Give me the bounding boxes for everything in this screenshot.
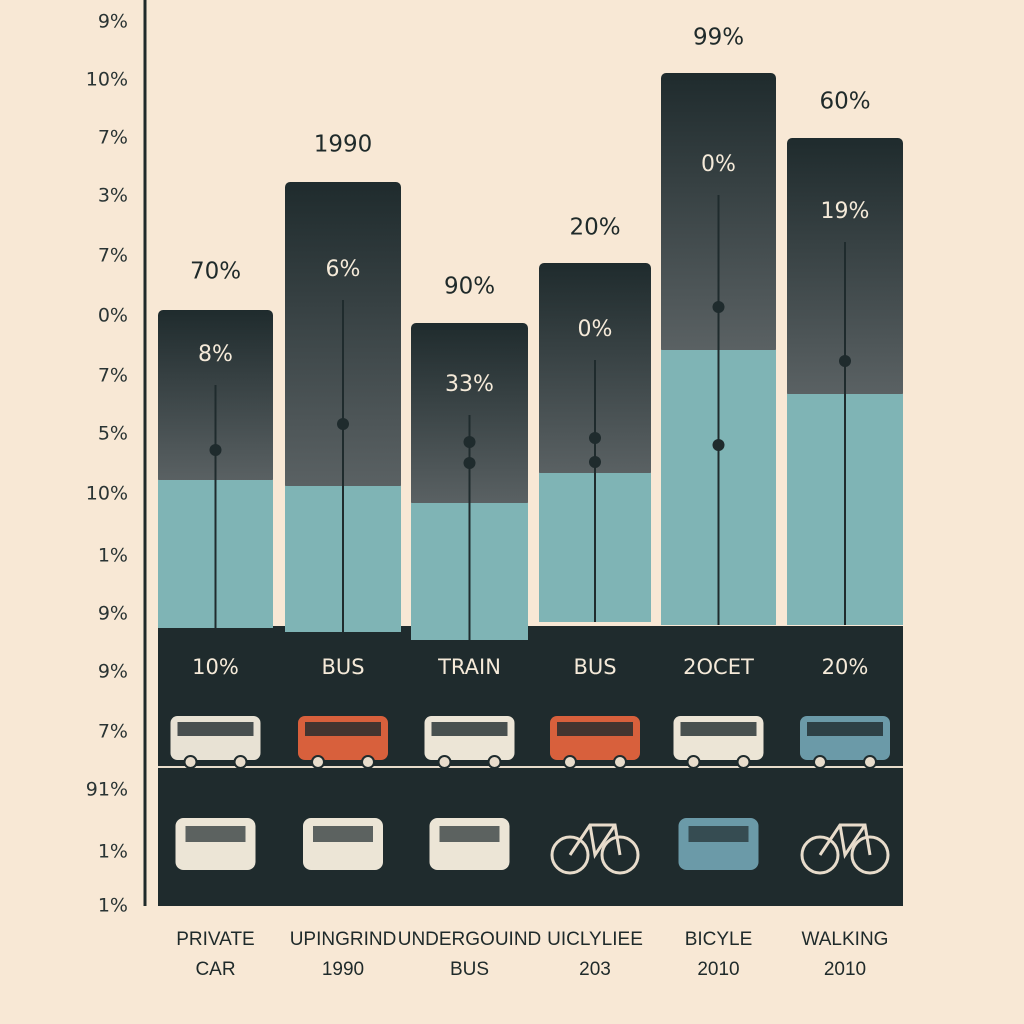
caption: 203 — [579, 959, 611, 980]
bike-wheel — [600, 835, 640, 875]
top-label: 60% — [819, 89, 870, 115]
inner-label: 0% — [578, 317, 613, 342]
dot — [589, 432, 601, 444]
caption: BICYLE — [685, 929, 753, 950]
top-label: 90% — [444, 274, 495, 300]
wheel — [437, 755, 452, 769]
dot — [839, 355, 851, 367]
inner-label: 0% — [701, 152, 736, 177]
bike-frame — [568, 823, 622, 859]
vehicle-window — [305, 722, 381, 736]
caption: WALKING — [802, 929, 889, 950]
wheel — [233, 755, 248, 769]
vehicle-icon — [678, 818, 759, 870]
caption: 2010 — [824, 959, 866, 980]
vehicle-window — [313, 826, 373, 842]
vehicle-window — [439, 826, 500, 842]
top-label: 20% — [569, 215, 620, 241]
axis-label: 5% — [98, 423, 128, 445]
inner-label: 6% — [326, 257, 361, 282]
dot — [589, 456, 601, 468]
axis-label: 0% — [98, 305, 128, 327]
wheel — [487, 755, 502, 769]
wheel — [361, 755, 375, 769]
vehicle-window — [557, 722, 633, 736]
caption: 1990 — [322, 959, 364, 980]
top-label: 1990 — [314, 132, 373, 158]
axis-label: 1% — [98, 841, 128, 863]
dot — [463, 457, 476, 469]
vehicle-icon — [175, 818, 256, 870]
wheel — [613, 755, 627, 769]
axis-label: 10% — [86, 69, 128, 91]
wheel — [563, 755, 577, 769]
band-label: BUS — [573, 655, 616, 679]
caption: BUS — [450, 959, 489, 980]
bike-wheel — [800, 835, 840, 875]
caption: UICLYLIEE — [547, 929, 643, 950]
columns: 9% 10% 7% 3% 7% 0% 7% 5% 10% 1% 9% 9% 7% 91% 1% 1% 70% 8%… — [86, 11, 903, 980]
wheel — [813, 755, 827, 769]
top-label: 99% — [693, 25, 744, 51]
axis-label: 9% — [98, 603, 128, 625]
bike-frame — [818, 823, 872, 859]
band-label: 2OCET — [683, 655, 754, 679]
dot — [337, 418, 349, 430]
inner-label: 8% — [198, 342, 233, 367]
axis-label: 7% — [98, 245, 128, 267]
dot — [463, 436, 476, 448]
caption: CAR — [195, 959, 235, 980]
vehicle-window — [688, 826, 749, 842]
vehicle-window — [431, 722, 508, 736]
band-label: 20% — [822, 655, 869, 679]
wheel — [863, 755, 877, 769]
dot — [209, 444, 222, 456]
axis-label: 1% — [98, 895, 128, 917]
band-label: 10% — [192, 655, 239, 679]
axis-label: 10% — [86, 483, 128, 505]
vehicle-window — [680, 722, 757, 736]
wheel — [183, 755, 198, 769]
dot — [712, 301, 725, 313]
vehicle-window — [185, 826, 246, 842]
inner-label: 19% — [821, 199, 870, 224]
band-label: TRAIN — [437, 655, 501, 679]
bike-wheel — [850, 835, 890, 875]
axis-label: 7% — [98, 365, 128, 387]
caption: UPINGRIND — [290, 929, 397, 950]
axis-label: 91% — [86, 779, 128, 801]
band-label: BUS — [321, 655, 364, 679]
caption: UNDERGOUIND — [398, 929, 542, 950]
caption: 2010 — [697, 959, 739, 980]
inner-label: 33% — [445, 372, 494, 397]
axis-label: 7% — [98, 721, 128, 743]
caption: PRIVATE — [176, 929, 254, 950]
vehicle-window — [177, 722, 254, 736]
top-label: 70% — [190, 259, 241, 285]
axis-label: 1% — [98, 545, 128, 567]
axis-label: 7% — [98, 127, 128, 149]
vehicle-window — [807, 722, 883, 736]
vehicle-icon — [303, 818, 383, 870]
axis-label: 3% — [98, 185, 128, 207]
bike-wheel — [550, 835, 590, 875]
wheel — [686, 755, 701, 769]
vehicle-icon — [429, 818, 510, 870]
axis-label: 9% — [98, 11, 128, 33]
dot — [712, 439, 725, 451]
wheel — [736, 755, 751, 769]
wheel — [311, 755, 325, 769]
axis-label: 9% — [98, 661, 128, 683]
